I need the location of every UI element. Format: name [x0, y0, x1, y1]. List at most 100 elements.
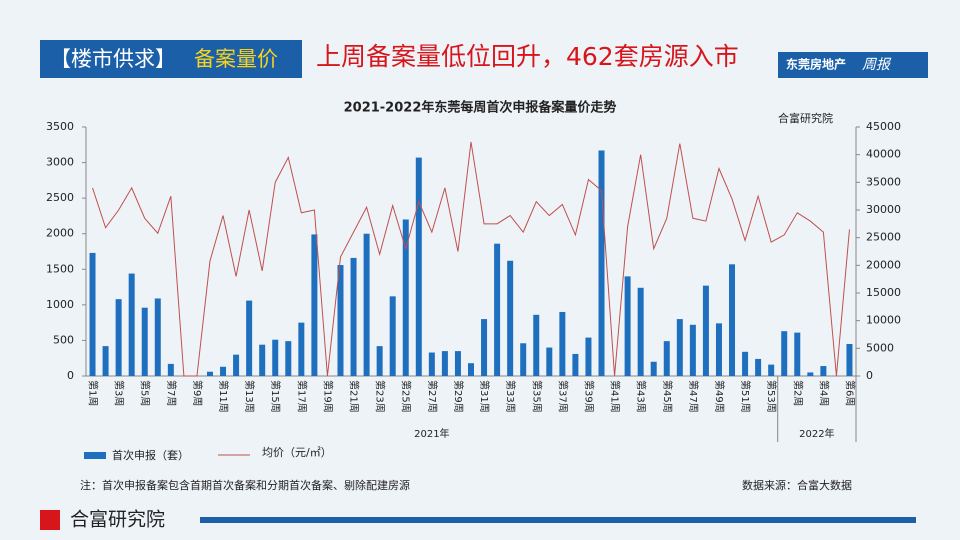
- bar: [729, 264, 736, 376]
- brand-box: [778, 52, 928, 78]
- bar: [441, 351, 448, 376]
- chart-title: 2021-2022年东莞每周首次申报备案量价走势: [344, 100, 617, 116]
- y-tick-label: 1500: [46, 262, 74, 275]
- year-label: 2021年: [414, 427, 449, 440]
- tag: 【楼市供求】: [50, 47, 176, 71]
- legend-label: 均价（元/㎡）: [262, 446, 332, 459]
- x-tick-label: 第5周: [139, 380, 152, 406]
- bar: [102, 346, 109, 376]
- tag-box: [40, 40, 302, 78]
- bar: [389, 296, 396, 376]
- y-tick-label: 0: [67, 369, 74, 382]
- bar: [494, 243, 501, 376]
- x-tick-label: 第15周: [269, 380, 282, 413]
- brand-suffix: 周报: [862, 57, 892, 73]
- legend-swatch: [84, 452, 106, 459]
- bar: [363, 233, 370, 376]
- x-tick-label: 第7周: [165, 380, 178, 406]
- bar: [781, 331, 788, 376]
- y-tick-label: 3000: [46, 156, 74, 169]
- source-badge: 合富研究院: [778, 111, 833, 125]
- x-tick-label: 第29周: [452, 380, 465, 413]
- bar: [141, 307, 148, 376]
- bar: [415, 157, 422, 376]
- y-tick-label: 1000: [46, 298, 74, 311]
- y2-tick-label: 0: [866, 369, 873, 382]
- y2-tick-label: 40000: [866, 148, 901, 161]
- x-tick-label: 第39周: [582, 380, 595, 413]
- bar: [663, 341, 670, 376]
- bar: [533, 314, 540, 376]
- bar: [272, 339, 279, 376]
- bar: [89, 252, 96, 376]
- bar: [454, 351, 461, 376]
- x-tick-label: 第11周: [217, 380, 230, 413]
- y-tick-label: 2000: [46, 227, 74, 240]
- bar: [546, 347, 553, 376]
- x-tick-label: 第35周: [530, 380, 543, 413]
- x-tick-label: 第33周: [504, 380, 517, 413]
- bar: [768, 364, 775, 376]
- bar: [350, 257, 357, 376]
- bar: [167, 363, 174, 376]
- legend-label: 首次申报（套）: [112, 448, 189, 462]
- source: 数据来源：合富大数据: [742, 478, 852, 492]
- y-tick-label: 500: [53, 333, 74, 346]
- footer-bar: [200, 517, 916, 523]
- y-tick-label: 2500: [46, 191, 74, 204]
- bar: [624, 276, 631, 376]
- bar: [559, 311, 566, 376]
- bar: [650, 361, 657, 376]
- y2-tick-label: 15000: [866, 286, 901, 299]
- tag-highlight: 备案量价: [194, 47, 278, 71]
- brand: 东莞房地产: [786, 57, 846, 72]
- year-label: 2022年: [799, 427, 834, 440]
- bar: [115, 299, 122, 376]
- y2-tick-label: 10000: [866, 314, 901, 327]
- y2-tick-label: 45000: [866, 120, 901, 133]
- bar: [689, 324, 696, 376]
- bar: [376, 346, 383, 376]
- x-tick-label: 第4周: [817, 380, 830, 406]
- x-tick-label: 第23周: [374, 380, 387, 413]
- bar: [807, 372, 814, 376]
- x-tick-label: 第3周: [113, 380, 126, 406]
- footer-logo: [40, 510, 60, 530]
- bar: [206, 371, 213, 376]
- line: [92, 141, 850, 377]
- footer-brand: 合富研究院: [70, 509, 165, 531]
- bar: [846, 343, 853, 376]
- x-tick-label: 第2周: [791, 380, 804, 406]
- x-tick-label: 第21周: [348, 380, 361, 413]
- x-tick-label: 第45周: [661, 380, 674, 413]
- bar: [154, 298, 161, 376]
- bar: [246, 300, 253, 376]
- y2-tick-label: 20000: [866, 258, 901, 271]
- x-tick-label: 第31周: [478, 380, 491, 413]
- bar: [468, 363, 474, 376]
- bar: [220, 366, 227, 376]
- y2-tick-label: 35000: [866, 175, 901, 188]
- bar: [676, 319, 683, 376]
- bar: [715, 323, 722, 376]
- bar: [598, 150, 605, 376]
- x-tick-label: 第47周: [687, 380, 700, 413]
- x-tick-label: 第6周: [843, 380, 856, 406]
- bar: [637, 287, 644, 376]
- bar: [285, 341, 292, 376]
- x-tick-label: 第37周: [556, 380, 569, 413]
- y2-tick-label: 30000: [866, 203, 901, 216]
- x-tick-label: 第41周: [609, 380, 622, 413]
- x-tick-label: 第17周: [295, 380, 308, 413]
- bar: [337, 265, 344, 376]
- bar: [755, 358, 762, 376]
- headline: 上周备案量低位回升，462套房源入市: [316, 42, 739, 71]
- bar: [572, 353, 579, 376]
- x-tick-label: 第1周: [87, 380, 100, 406]
- x-tick-label: 第19周: [321, 380, 334, 413]
- bar: [742, 351, 749, 376]
- bar: [794, 332, 801, 376]
- x-tick-label: 第25周: [400, 380, 413, 413]
